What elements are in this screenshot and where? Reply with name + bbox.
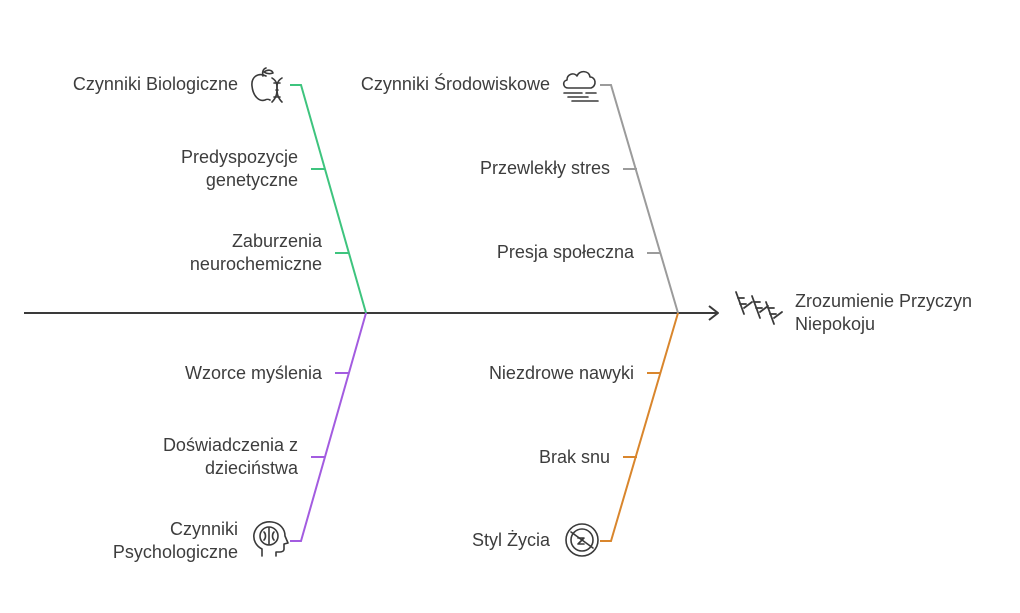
cause-label-lifestyle-1: Niezdrowe nawyki (489, 362, 634, 385)
category-title-biological: Czynniki Biologiczne (72, 74, 238, 94)
cause-label-line: Brak snu (538, 447, 610, 467)
no-sleep-icon (565, 523, 599, 557)
cause-label-lifestyle-2: Brak snu (539, 446, 610, 469)
psychological-bone (290, 312, 367, 542)
cause-label-line: Presja społeczna (496, 242, 634, 262)
cause-label-biological-1: Predyspozycje genetyczne (181, 146, 298, 192)
category-title-lifestyle: Styl Życia (471, 530, 550, 550)
cause-label-line: genetyczne (205, 170, 298, 190)
dna-apple-icon (251, 67, 283, 103)
cause-label-line: neurochemiczne (189, 254, 322, 274)
effect-label-line1: Zrozumienie Przyczyn (795, 291, 973, 311)
lifestyle-bone (600, 312, 679, 542)
category-title-psychological-line2: Psychologiczne (112, 542, 238, 562)
head-brain-icon (253, 521, 289, 557)
cause-label-environmental-1: Przewlekły stres (480, 157, 610, 180)
cause-label-line: Wzorce myślenia (184, 363, 322, 383)
fishbone-icon (735, 291, 783, 325)
effect-label-line2: Niepokoju (795, 314, 876, 334)
category-title-environmental: Czynniki Środowiskowe (360, 74, 550, 94)
cause-label-psychological-2: Doświadczenia z dzieciństwa (163, 434, 298, 480)
cause-label-environmental-2: Presja społeczna (497, 241, 634, 264)
cause-label-line: dzieciństwa (204, 458, 298, 478)
environmental-bone (600, 84, 679, 314)
category-title-psychological-line1: Czynniki (169, 519, 238, 539)
effect-label: Zrozumienie Przyczyn Niepokoju (795, 290, 972, 336)
category-title-psychological: Czynniki Psychologiczne (113, 518, 238, 564)
cloud-wind-icon (562, 70, 599, 102)
cause-label-line: Zaburzenia (231, 231, 322, 251)
cause-label-line: Przewlekły stres (479, 158, 610, 178)
cause-label-line: Doświadczenia z (162, 435, 298, 455)
cause-label-line: Niezdrowe nawyki (488, 363, 634, 383)
cause-label-biological-2: Zaburzenia neurochemiczne (190, 230, 322, 276)
biological-bone (290, 84, 367, 314)
cause-label-psychological-1: Wzorce myślenia (185, 362, 322, 385)
spine-arrowhead (708, 305, 719, 321)
cause-label-line: Predyspozycje (180, 147, 298, 167)
